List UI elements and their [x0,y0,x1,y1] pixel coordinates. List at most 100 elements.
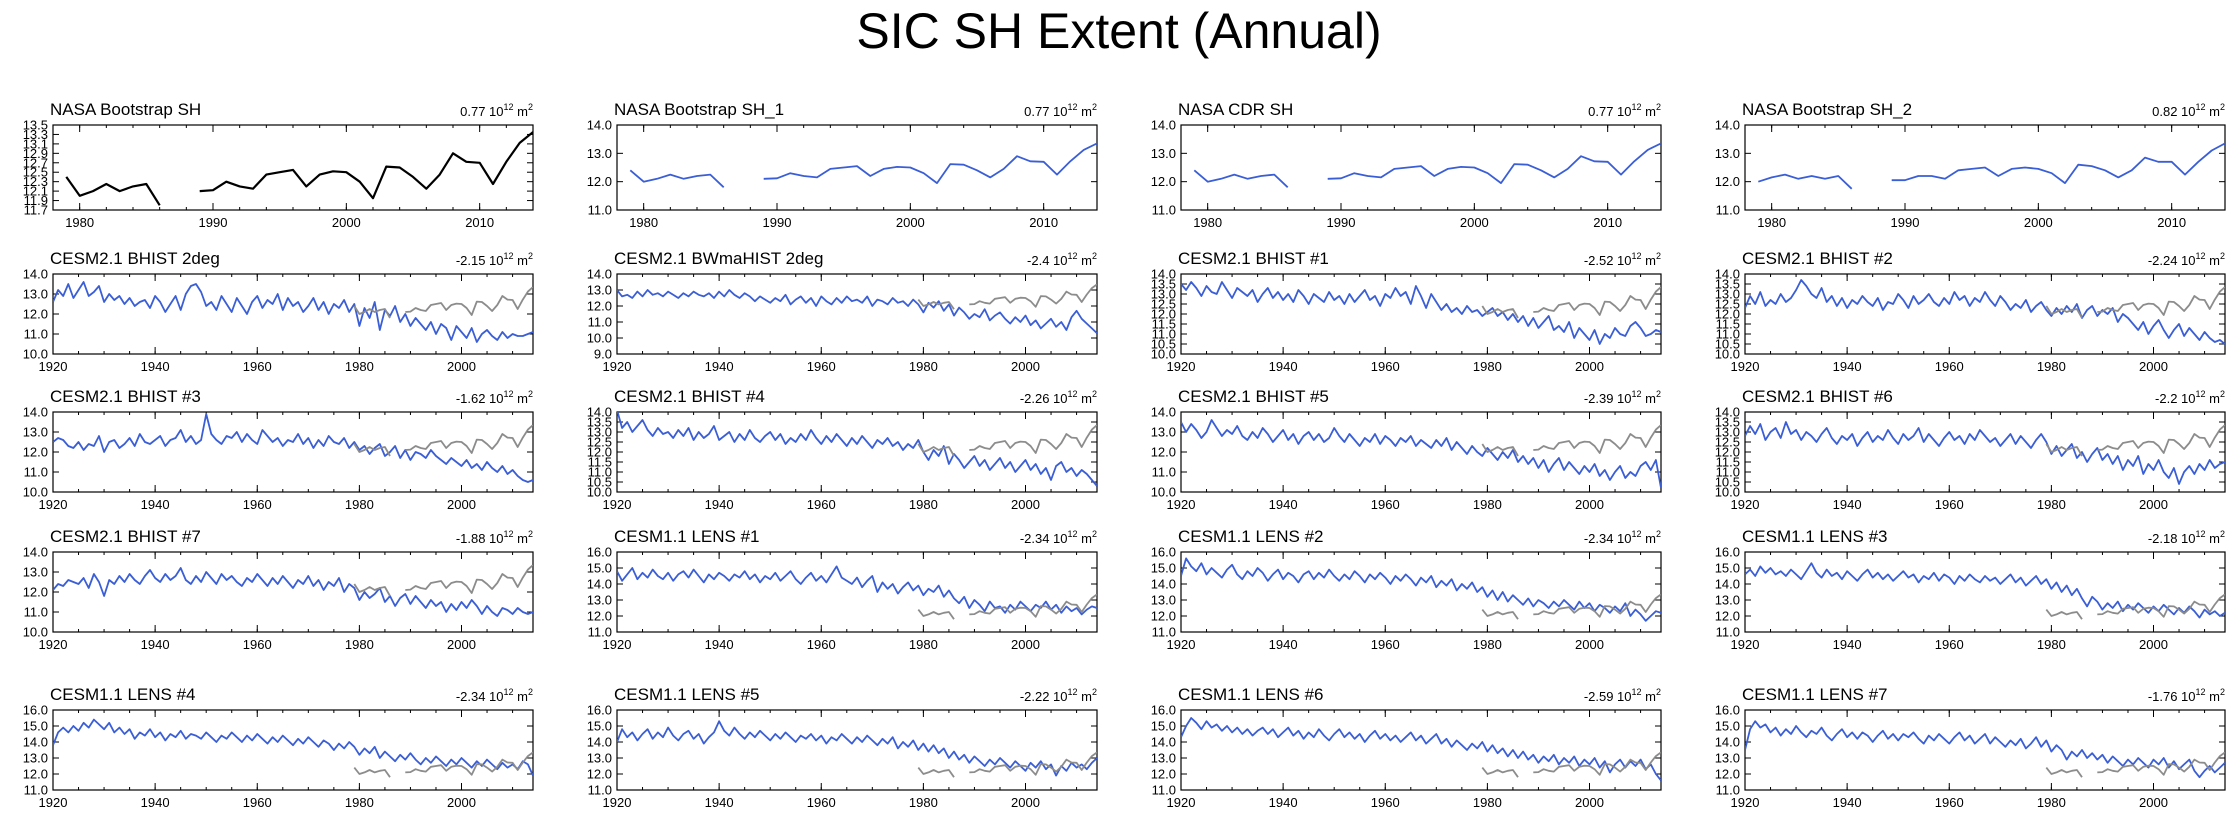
panel-stat: -2.18 1012 m2 [2148,529,2225,546]
x-tick-label: 1960 [243,795,272,810]
x-tick-label: 2000 [2139,795,2168,810]
y-tick-label: 13.5 [587,415,612,430]
y-tick-label: 13.0 [1151,593,1176,608]
y-tick-label: 13.0 [23,565,48,580]
panel-stat: -2.39 1012 m2 [1584,389,1661,406]
series-line-model [53,567,533,617]
y-tick-label: 13.3 [23,127,48,142]
x-tick-label: 1920 [39,795,68,810]
series-line-model [617,565,1097,616]
x-tick-label: 1980 [629,215,658,230]
series-line-obs_overlay [353,564,533,597]
x-tick-label: 1940 [1833,359,1862,374]
y-tick-label: 15.0 [587,719,612,734]
x-tick-label: 2000 [1575,497,1604,512]
y-tick-label: 12.0 [1715,445,1740,460]
series-line-model [53,281,533,343]
chart-panel: CESM1.1 LENS #4 -2.34 1012 m2 1920 1940 1960… [23,685,534,810]
y-tick-label: 13.0 [587,593,612,608]
y-tick-label: 12.0 [1715,174,1740,189]
y-tick-label: 12.0 [23,585,48,600]
x-tick-label: 1980 [2037,795,2066,810]
y-tick-label: 10.5 [587,475,612,490]
panel-stat: -2.34 1012 m2 [456,687,533,704]
chart-panel: CESM2.1 BHIST #3 -1.62 1012 m2 1920 1940 196… [23,387,534,512]
y-tick-label: 13.0 [23,751,48,766]
x-tick-label: 1990 [763,215,792,230]
y-tick-label: 13.5 [23,118,48,133]
series-line-obs_overlay [1481,424,1661,457]
x-tick-label: 1960 [807,637,836,652]
y-tick-label: 12.5 [23,165,48,180]
x-tick-label: 2000 [447,497,476,512]
chart-panel: NASA Bootstrap SH 0.77 1012 m2 1980 1990 200… [23,100,534,230]
x-tick-label: 1960 [1371,637,1400,652]
x-tick-label: 1920 [39,359,68,374]
panel-stat: -2.4 1012 m2 [1027,251,1097,268]
plot-frame [1744,709,2226,791]
y-tick-label: 12.5 [1715,297,1740,312]
y-tick-label: 11.0 [1152,783,1176,798]
x-tick-label: 1980 [2037,637,2066,652]
x-tick-label: 1960 [1935,359,1964,374]
x-tick-label: 1960 [807,795,836,810]
series-line-obs_overlay [917,751,1097,778]
chart-panel: CESM1.1 LENS #5 -2.22 1012 m2 1920 1940 1960… [587,685,1098,810]
x-tick-label: 2000 [1011,795,1040,810]
x-tick-label: 2000 [2139,497,2168,512]
series-line-model [1181,557,1661,622]
y-tick-label: 13.1 [23,136,48,151]
y-tick-label: 11.0 [588,203,612,218]
x-tick-label: 1940 [141,637,170,652]
y-tick-label: 11.0 [1716,203,1740,218]
x-tick-label: 2000 [896,215,925,230]
y-tick-label: 15.0 [1151,561,1176,576]
y-tick-label: 14.0 [1151,118,1176,133]
x-tick-label: 1940 [141,359,170,374]
y-tick-label: 14.0 [1715,118,1740,133]
y-tick-label: 14.0 [587,267,612,282]
x-tick-label: 1980 [1473,497,1502,512]
y-tick-label: 11.5 [1716,455,1740,470]
series-line-model [1181,717,1661,781]
panel-stat: -1.88 1012 m2 [456,529,533,546]
series-line-obs_overlay [353,286,533,319]
panel-stat: 0.77 1012 m2 [460,102,533,119]
y-tick-label: 12.0 [23,445,48,460]
y-tick-label: 10.0 [23,347,48,362]
series-line-model [1193,142,1661,188]
y-tick-label: 14.0 [1715,577,1740,592]
x-tick-label: 2000 [2139,359,2168,374]
x-tick-label: 1980 [909,497,938,512]
x-tick-label: 2000 [1575,795,1604,810]
y-tick-label: 12.0 [1151,307,1176,322]
panel-title: CESM1.1 LENS #1 [614,527,760,546]
series-line-obs_overlay [917,424,1097,457]
y-tick-label: 15.0 [1715,719,1740,734]
x-tick-label: 2010 [2157,215,2186,230]
plot-frame [616,124,1098,211]
y-tick-label: 12.0 [1715,307,1740,322]
chart-panel: NASA Bootstrap SH_2 0.82 1012 m2 1980 1990 2… [1715,100,2226,230]
y-tick-label: 16.0 [23,703,48,718]
y-tick-label: 14.0 [587,405,612,420]
x-tick-label: 1960 [807,497,836,512]
y-tick-label: 14.0 [1151,267,1176,282]
x-tick-label: 1980 [1473,795,1502,810]
x-tick-label: 1940 [705,637,734,652]
panel-title: CESM2.1 BHIST 2deg [50,249,220,268]
panel-stat: 0.77 1012 m2 [1024,102,1097,119]
series-line-model [1181,419,1661,489]
x-tick-label: 1940 [141,795,170,810]
panel-stat: -1.62 1012 m2 [456,389,533,406]
plot-frame [1180,551,1662,633]
x-tick-label: 2000 [2139,637,2168,652]
y-tick-label: 13.5 [1715,277,1740,292]
x-tick-label: 2000 [1460,215,1489,230]
x-tick-label: 1980 [1473,637,1502,652]
x-tick-label: 1940 [705,497,734,512]
x-tick-label: 1940 [1269,497,1298,512]
y-tick-label: 12.0 [1151,767,1176,782]
y-tick-label: 13.0 [1715,425,1740,440]
x-tick-label: 1940 [1269,359,1298,374]
